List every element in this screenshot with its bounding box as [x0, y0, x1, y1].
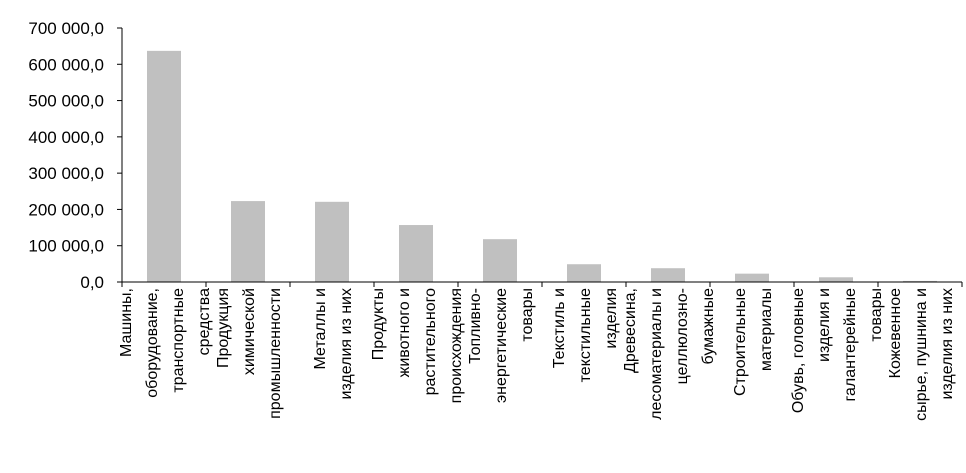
x-tick-label: транспортные [170, 288, 187, 393]
x-tick-label: изделия и [816, 288, 833, 362]
x-tick-label: галантерейные [842, 288, 859, 402]
bar [735, 273, 769, 282]
x-tick-label: текстильные [577, 288, 594, 383]
bar [651, 268, 685, 282]
bar [903, 280, 937, 282]
x-tick-label: товары [519, 288, 536, 342]
y-tick-label: 400 000,0 [28, 128, 104, 147]
x-tick-label: Древесина, [622, 288, 639, 373]
x-tick-label: промышленности [267, 288, 284, 419]
bar [315, 201, 349, 282]
x-tick-label: сырье, пушнина и [913, 288, 930, 421]
y-tick-label: 700 000,0 [28, 19, 104, 38]
y-tick-label: 300 000,0 [28, 164, 104, 183]
x-tick-label: бумажные [700, 288, 717, 365]
x-ticks-group: Машины, оборудование, транспортные средства… [118, 282, 963, 421]
x-tick-label: происхождения [448, 288, 465, 403]
bars-group [147, 50, 937, 282]
x-tick-label: Обувь, головные [790, 288, 807, 413]
x-tick-label: Продукция [215, 288, 232, 368]
x-tick-label: химической [241, 288, 258, 375]
x-tick-label: растительного [422, 288, 439, 395]
x-tick-label: Топливно- [467, 288, 484, 364]
y-tick-label: 200 000,0 [28, 200, 104, 219]
y-tick-label: 0,0 [80, 273, 104, 292]
y-tick-label: 500 000,0 [28, 92, 104, 111]
x-tick-label: Машины, [118, 288, 135, 357]
x-tick-label: лесоматериалы и [648, 288, 665, 420]
x-tick-label: Продукты [370, 288, 387, 360]
bar [399, 225, 433, 282]
x-tick-label: животного и [396, 288, 413, 377]
bar [567, 264, 601, 282]
x-tick-label: изделия из них [939, 288, 956, 400]
y-ticks-group: 0,0 100 000,0 200 000,0 300 000,0 400 000,0 5… [28, 19, 122, 292]
x-tick-label: Кожевенное [887, 288, 904, 378]
x-tick-label: Металлы и [312, 288, 329, 369]
bar [483, 239, 517, 282]
x-tick-label: Строительные [732, 288, 749, 396]
bar [819, 277, 853, 282]
x-tick-label: изделия [603, 288, 620, 349]
bar [147, 50, 181, 282]
x-tick-label: энергетические [493, 288, 510, 403]
x-tick-label: Текстиль и [551, 288, 568, 368]
x-tick-label: изделия из них [338, 288, 355, 400]
x-tick-label: материалы [758, 288, 775, 371]
y-tick-label: 100 000,0 [28, 237, 104, 256]
y-tick-label: 600 000,0 [28, 55, 104, 74]
x-tick-label: товары [868, 288, 885, 342]
x-tick-label: целлюлозно- [674, 288, 691, 384]
x-tick-label: оборудование, [144, 288, 161, 398]
bar [231, 201, 265, 282]
x-tick-label: средства [196, 288, 213, 355]
